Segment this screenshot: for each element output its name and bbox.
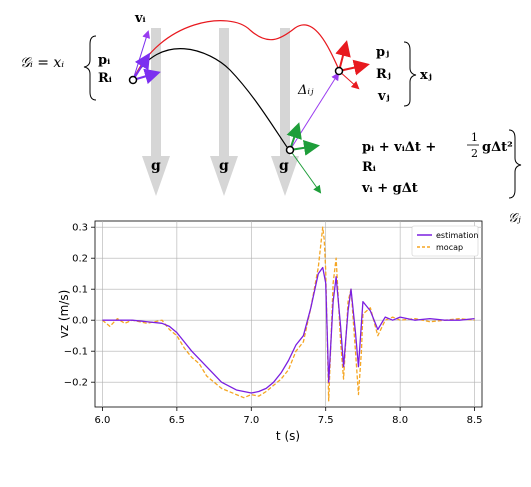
xj-state-v: vⱼ [377,89,390,104]
y-tick-label: −0.2 [64,378,88,389]
x-tick-label: 6.5 [169,415,185,426]
xj-brace [403,41,417,107]
gj-half-num: 1 [471,131,478,144]
y-tick-label: 0.3 [72,223,88,234]
gj-line-3: vᵢ + gΔt [361,181,418,196]
gravity-arrow: g [271,28,299,196]
gi-state-p: pᵢ [98,53,110,68]
predicted-trajectory-black [132,48,290,151]
series-layer [102,226,475,402]
x-tick-label: 7.5 [318,415,334,426]
y-tick-label: 0.2 [72,254,88,265]
x-axis-label: t (s) [276,429,300,443]
legend: estimation mocap [411,225,478,257]
vi-label: vᵢ [134,11,146,26]
gravity-label: g [151,158,161,174]
series-line-mocap [102,226,475,402]
x-tick-label: 7.0 [243,415,259,426]
gj-brace [508,129,522,199]
gi-brace [83,35,97,101]
legend-label-estimation: estimation [436,231,478,240]
gj-half-den: 2 [471,147,478,160]
series-line-estimation [102,266,475,394]
gi-label: 𝒢ᵢ = xᵢ [20,55,64,71]
y-tick-label: −0.1 [64,347,88,358]
y-tick-label: 0.1 [72,285,88,296]
gravity-label: g [219,158,229,174]
gj-line-2: Rᵢ [362,160,376,175]
predicted-node [285,122,322,194]
gj-label: 𝒢ⱼ [508,211,521,226]
gravity-arrow: g [142,28,170,196]
node-j [334,40,370,90]
xj-label: xⱼ [420,68,432,83]
x-tick-label: 8.0 [392,415,408,426]
gj-line-1: pᵢ + vᵢΔt + [362,140,436,155]
gravity-label: g [279,158,289,174]
gj-tail: gΔt² [482,140,513,155]
xj-state-p: pⱼ [376,45,389,60]
ticks: 6.0 6.5 7.0 7.5 8.0 8.5 0.3 0.2 0.1 0.0 −0.1 −0.2 [64,223,483,426]
node-i [128,30,161,85]
gravity-arrows: g g g [142,28,299,196]
delta-label: Δᵢⱼ [297,83,314,98]
x-tick-label: 6.0 [94,415,110,426]
legend-label-mocap: mocap [436,243,463,252]
y-tick-label: 0.0 [72,316,88,327]
true-trajectory-red [132,20,341,81]
xj-state-R: Rⱼ [376,67,391,82]
x-tick-label: 8.5 [467,415,483,426]
gi-state-R: Rᵢ [98,71,112,86]
y-axis-label: vz (m/s) [57,290,71,339]
gravity-arrow: g [210,28,238,196]
velocity-chart: 6.0 6.5 7.0 7.5 8.0 8.5 0.3 0.2 0.1 0.0 −0.1 −0.2 t… [57,220,483,443]
